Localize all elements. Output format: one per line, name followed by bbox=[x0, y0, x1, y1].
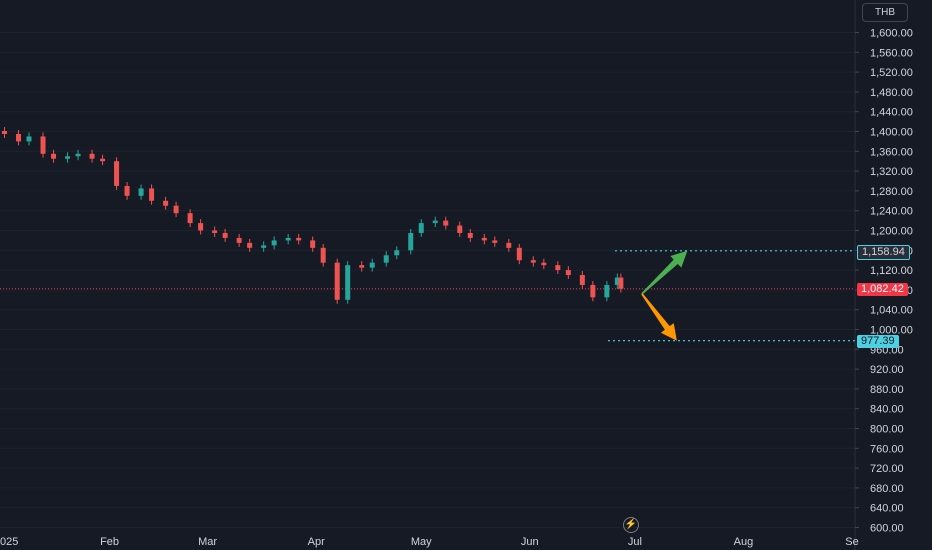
candle-body bbox=[16, 133, 22, 142]
target-price-label: 1,158.94 bbox=[857, 245, 910, 260]
candle-body bbox=[506, 242, 512, 248]
x-tick-label: Se bbox=[845, 536, 858, 548]
candle-body bbox=[285, 237, 291, 241]
candle-body bbox=[530, 260, 536, 263]
candle-body bbox=[2, 131, 8, 134]
candle-body bbox=[516, 247, 522, 261]
candle-body bbox=[457, 225, 463, 233]
y-tick-label: 1,360.00 bbox=[870, 146, 913, 158]
candle-body bbox=[187, 213, 193, 224]
time-axis[interactable]: 025 Feb Mar Apr May Jun Jul Aug Se bbox=[0, 536, 859, 548]
candle-body bbox=[26, 136, 32, 142]
candle-body bbox=[383, 255, 389, 263]
y-tick-label: 1,480.00 bbox=[870, 87, 913, 99]
candle-body bbox=[163, 200, 169, 206]
candle-body bbox=[443, 220, 449, 226]
y-tick-label: 1,600.00 bbox=[870, 28, 913, 40]
candle-body bbox=[565, 270, 571, 276]
candle-body bbox=[369, 262, 375, 268]
candle-body bbox=[334, 262, 340, 300]
candle-body bbox=[481, 237, 487, 241]
candle-body bbox=[261, 245, 267, 248]
down-projection-arrow bbox=[641, 293, 677, 341]
candle-body bbox=[198, 223, 204, 231]
y-tick-label: 1,560.00 bbox=[870, 47, 913, 59]
candle-body bbox=[590, 284, 596, 298]
candle-body bbox=[320, 247, 326, 263]
y-tick-label: 1,400.00 bbox=[870, 127, 913, 139]
current-price-label: 1,082.42 bbox=[857, 283, 908, 296]
y-tick-label: 840.00 bbox=[870, 404, 904, 416]
y-tick-label: 800.00 bbox=[870, 424, 904, 436]
y-tick-label: 1,440.00 bbox=[870, 107, 913, 119]
candle-body bbox=[65, 156, 71, 159]
candle-body bbox=[418, 223, 424, 233]
horizontal-levels bbox=[0, 250, 855, 342]
candle-body bbox=[555, 265, 561, 271]
candle-body bbox=[138, 188, 144, 196]
candle-body bbox=[467, 232, 473, 238]
y-tick-label: 1,520.00 bbox=[870, 67, 913, 79]
candle-body bbox=[579, 275, 585, 285]
candle-body bbox=[100, 158, 106, 162]
chart-grid bbox=[854, 0, 856, 550]
x-tick-label: Apr bbox=[308, 536, 325, 548]
candle-body bbox=[236, 237, 242, 243]
candle-body bbox=[75, 153, 81, 157]
x-tick-label: Jul bbox=[628, 536, 642, 548]
candle-body bbox=[247, 242, 253, 248]
candle-body bbox=[359, 265, 365, 268]
candle-body bbox=[40, 136, 46, 154]
y-tick-label: 1,320.00 bbox=[870, 166, 913, 178]
y-tick-label: 720.00 bbox=[870, 463, 904, 475]
candle-body bbox=[212, 230, 218, 233]
price-axis[interactable]: 1,600.00 1,560.00 1,520.00 1,480.00 1,440.00… bbox=[855, 28, 913, 535]
candle-body bbox=[432, 220, 438, 224]
x-tick-label: 025 bbox=[0, 536, 18, 548]
x-tick-label: Aug bbox=[734, 536, 754, 548]
x-tick-label: May bbox=[411, 536, 432, 548]
candlestick-series bbox=[2, 127, 624, 304]
y-tick-label: 1,240.00 bbox=[870, 206, 913, 218]
candle-body bbox=[222, 232, 228, 238]
support-price-label: 977.39 bbox=[857, 335, 899, 348]
y-tick-label: 1,000.00 bbox=[870, 325, 913, 337]
y-tick-label: 1,280.00 bbox=[870, 186, 913, 198]
candle-body bbox=[124, 185, 130, 196]
candle-body bbox=[408, 232, 414, 251]
candle-body bbox=[51, 153, 57, 159]
y-tick-label: 600.00 bbox=[870, 523, 904, 535]
y-tick-label: 760.00 bbox=[870, 443, 904, 455]
candle-body bbox=[114, 161, 120, 186]
currency-button[interactable]: THB bbox=[862, 3, 908, 22]
candle-body bbox=[604, 284, 610, 298]
x-tick-label: Jun bbox=[521, 536, 539, 548]
y-tick-label: 1,200.00 bbox=[870, 226, 913, 238]
candle-body bbox=[296, 237, 302, 241]
candle-body bbox=[271, 240, 277, 246]
candle-body bbox=[173, 205, 179, 214]
x-tick-label: Feb bbox=[100, 536, 119, 548]
candle-body bbox=[492, 240, 498, 243]
y-tick-label: 880.00 bbox=[870, 384, 904, 396]
y-tick-label: 640.00 bbox=[870, 503, 904, 515]
x-tick-label: Mar bbox=[198, 536, 217, 548]
candle-body bbox=[618, 277, 624, 289]
y-tick-label: 680.00 bbox=[870, 483, 904, 495]
candle-body bbox=[149, 188, 155, 201]
candle-body bbox=[89, 153, 95, 159]
y-tick-label: 1,040.00 bbox=[870, 305, 913, 317]
projection-arrows bbox=[641, 250, 688, 341]
lightning-icon[interactable]: ⚡ bbox=[623, 517, 639, 533]
candle-body bbox=[614, 277, 620, 285]
candle-body bbox=[310, 240, 316, 248]
up-projection-arrow bbox=[641, 250, 688, 295]
y-tick-label: 1,120.00 bbox=[870, 265, 913, 277]
y-tick-label: 920.00 bbox=[870, 364, 904, 376]
candle-body bbox=[345, 265, 351, 300]
candle-body bbox=[541, 262, 547, 266]
candle-body bbox=[394, 250, 400, 256]
